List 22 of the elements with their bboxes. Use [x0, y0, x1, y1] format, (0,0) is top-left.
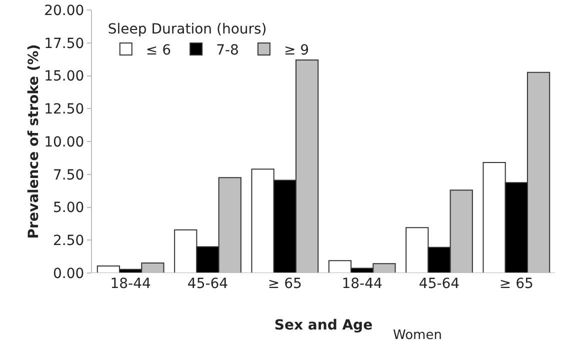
- legend-label: ≤ 6: [146, 42, 172, 59]
- x-tick-label: 18-44: [342, 276, 383, 292]
- y-tick-label: 17.50: [44, 36, 84, 52]
- text: Women: [393, 328, 442, 341]
- y-tick-label: 2.50: [53, 233, 84, 250]
- x-axis-title: Sex and Age: [274, 317, 373, 334]
- y-tick-label: 10.00: [44, 134, 84, 150]
- legend-label: 7-8: [216, 42, 239, 59]
- y-axis-title: Prevalence of stroke (%): [26, 44, 42, 239]
- legend-title: Sleep Duration (hours): [108, 21, 267, 38]
- legend-label: ≥ 9: [284, 42, 310, 59]
- x-tick-label: ≥ 65: [268, 276, 302, 292]
- x-tick-label: ≥ 65: [499, 276, 534, 292]
- y-tick-label: 0.00: [53, 266, 84, 282]
- y-tick-label: 5.00: [53, 200, 84, 216]
- x-tick-label: 18-44: [110, 276, 152, 292]
- x-tick-label: 45-64: [187, 276, 228, 292]
- y-tick-label: 12.50: [44, 102, 84, 118]
- x-tick-label: 45-64: [418, 276, 460, 292]
- y-tick-label: 15.00: [44, 68, 84, 85]
- y-tick-label: 7.50: [53, 167, 84, 184]
- y-tick-label: 20.00: [44, 2, 84, 19]
